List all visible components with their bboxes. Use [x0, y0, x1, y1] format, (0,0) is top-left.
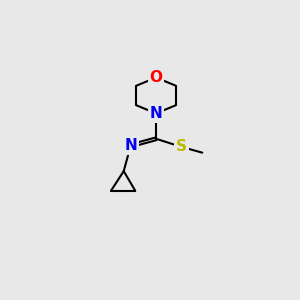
Text: O: O — [150, 70, 163, 85]
Text: S: S — [176, 140, 187, 154]
Text: N: N — [124, 138, 137, 153]
Text: N: N — [150, 106, 162, 121]
